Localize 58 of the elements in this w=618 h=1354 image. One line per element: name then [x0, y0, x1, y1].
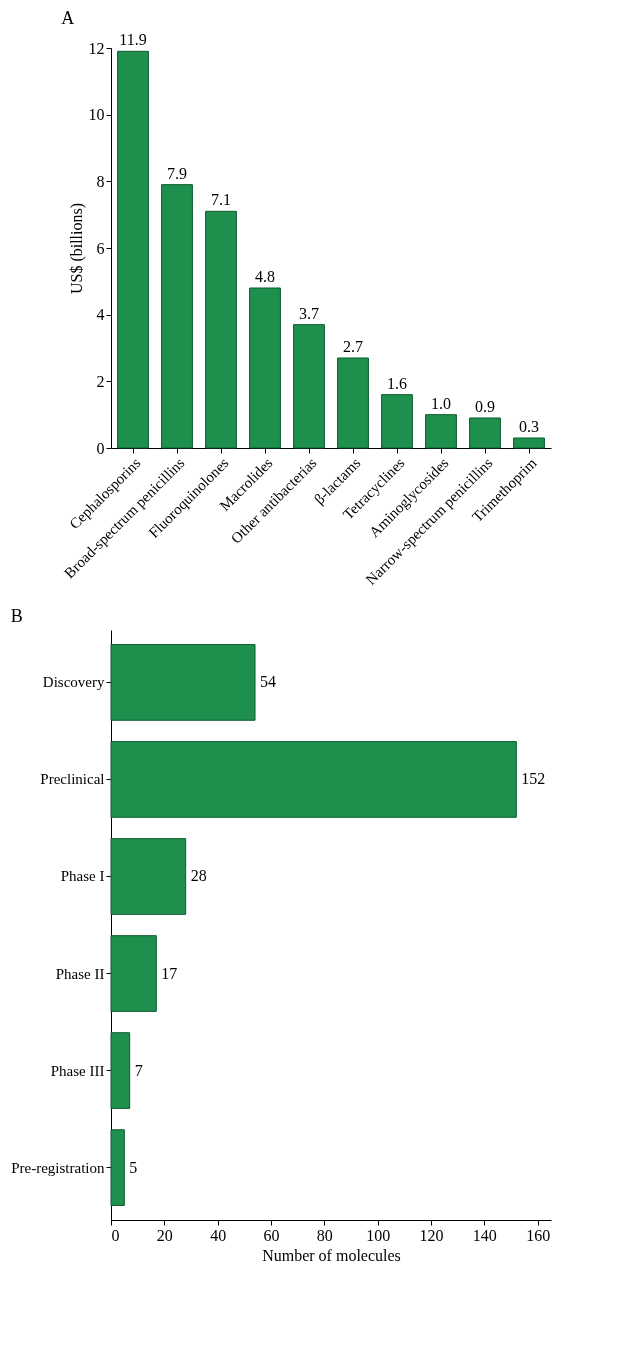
data-label: 28: [190, 867, 207, 885]
y-tick-label: 4: [96, 306, 105, 324]
x-tick-label: 40: [210, 1226, 227, 1244]
chart-title: B: [10, 606, 23, 626]
bar: [513, 437, 545, 449]
y-tick-label: 8: [96, 172, 105, 190]
bar: [205, 210, 237, 449]
bar: [381, 394, 413, 449]
data-label: 0.9: [475, 398, 495, 415]
y-tick-label: 12: [88, 39, 105, 57]
x-tick-label: 0: [111, 1226, 120, 1244]
data-label: 7.9: [167, 164, 187, 182]
x-tick-label: 100: [366, 1226, 391, 1244]
bar: [161, 184, 193, 449]
x-tick-label: 20: [156, 1226, 173, 1244]
y-axis-title: US$ (billions): [67, 202, 86, 295]
data-label: 2.7: [343, 338, 363, 355]
data-label: 3.7: [299, 304, 319, 322]
data-label: 1.6: [387, 374, 407, 392]
bar: [117, 50, 149, 449]
y-tick-label: 0: [96, 439, 105, 457]
y-tick-label: 2: [96, 372, 105, 390]
data-label: 1.0: [431, 394, 451, 412]
data-label: 54: [260, 673, 276, 691]
data-label: 4.8: [255, 268, 275, 285]
y-tick-label: Preclinical: [40, 771, 105, 788]
y-tick-label: 10: [88, 106, 105, 124]
bar: [110, 644, 256, 721]
bar: [110, 741, 517, 818]
bar: [110, 838, 187, 915]
y-tick-label: 6: [96, 239, 105, 257]
x-tick-label: 160: [526, 1226, 551, 1244]
y-tick-label: Phase I: [60, 868, 105, 885]
y-tick-label: Discovery: [42, 674, 105, 691]
x-tick-label: 120: [419, 1226, 444, 1244]
x-tick-label: 80: [316, 1226, 333, 1244]
data-label: 11.9: [119, 31, 147, 49]
data-label: 152: [521, 770, 546, 788]
x-tick-label: 60: [263, 1226, 280, 1244]
bar: [110, 935, 157, 1012]
chart-title: A: [61, 8, 75, 29]
data-label: 7: [134, 1061, 143, 1079]
bar: [110, 1032, 131, 1109]
y-tick-label: Pre-registration: [11, 1159, 105, 1176]
bar: [425, 414, 457, 449]
y-tick-label: Phase III: [50, 1062, 105, 1079]
bar: [293, 324, 325, 449]
data-label: 5: [129, 1158, 138, 1176]
x-tick-label: 140: [472, 1226, 497, 1244]
data-label: 7.1: [211, 191, 231, 209]
data-label: 17: [161, 964, 178, 982]
bar: [469, 417, 501, 449]
bar: [249, 287, 281, 449]
bar: [110, 1129, 125, 1206]
y-tick-label: Phase II: [55, 965, 105, 982]
x-axis-title: Number of molecules: [262, 1246, 401, 1264]
data-label: 0.3: [519, 418, 539, 435]
bar: [337, 357, 369, 449]
